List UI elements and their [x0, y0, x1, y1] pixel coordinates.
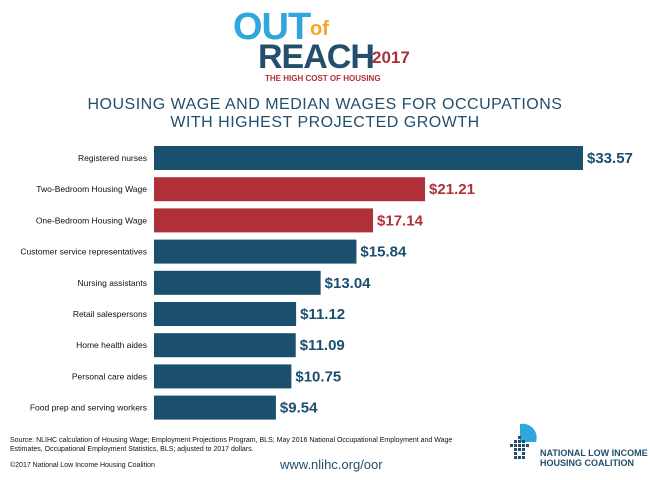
- category-label: Nursing assistants: [78, 278, 147, 288]
- chart-title-line2: WITH HIGHEST PROJECTED GROWTH: [170, 114, 480, 131]
- bar-chart: Registered nurses $33.57 Two-Bedroom Housi…: [20, 146, 633, 420]
- chart-title-line1: HOUSING WAGE AND MEDIAN WAGES FOR OCCUPA…: [87, 96, 563, 113]
- value-label: $15.84: [360, 244, 407, 261]
- logo-reach: REACH: [258, 38, 375, 76]
- category-label: Personal care aides: [72, 371, 147, 381]
- bar: [154, 302, 297, 326]
- logo-of: of: [310, 18, 329, 40]
- category-label: Food prep and serving workers: [30, 403, 147, 413]
- value-label: $21.21: [429, 181, 475, 198]
- bar: [154, 270, 321, 295]
- value-label: $11.12: [300, 306, 345, 323]
- website-link[interactable]: www.nlihc.org/oor: [280, 457, 383, 472]
- bar: [154, 395, 276, 420]
- category-label: Home health aides: [76, 340, 147, 350]
- organization-name: NATIONAL LOW INCOME HOUSING COALITION: [540, 448, 648, 468]
- category-label: Two-Bedroom Housing Wage: [36, 184, 147, 194]
- category-label: Retail salespersons: [73, 309, 147, 319]
- category-label: Registered nurses: [78, 153, 147, 163]
- bar: [154, 364, 292, 389]
- logo-tagline: THE HIGH COST OF HOUSING: [265, 74, 381, 83]
- nlihc-logo-icon: [510, 423, 537, 459]
- bar: [154, 146, 583, 170]
- bar: [154, 208, 374, 233]
- source-note: Source: NLIHC calculation of Housing Wag…: [10, 437, 453, 453]
- category-label: One-Bedroom Housing Wage: [36, 215, 147, 225]
- copyright-note: ©2017 National Low Income Housing Coalit…: [10, 462, 155, 469]
- org-line2: HOUSING COALITION: [540, 458, 634, 468]
- bar: [154, 177, 426, 202]
- logo-out: OUT: [233, 6, 311, 48]
- value-label: $9.54: [280, 400, 318, 417]
- value-label: $17.14: [377, 212, 424, 229]
- bar: [154, 333, 296, 358]
- value-label: $13.04: [325, 275, 372, 292]
- logo-year: 2017: [372, 48, 410, 67]
- category-label: Customer service representatives: [20, 247, 147, 257]
- out-of-reach-logo: OUT of REACH 2017 THE HIGH COST OF HOUSI…: [0, 6, 650, 88]
- value-label: $11.09: [300, 337, 345, 354]
- value-label: $33.57: [587, 150, 633, 167]
- bar: [154, 239, 357, 264]
- org-line1: NATIONAL LOW INCOME: [540, 448, 648, 458]
- value-label: $10.75: [295, 368, 341, 385]
